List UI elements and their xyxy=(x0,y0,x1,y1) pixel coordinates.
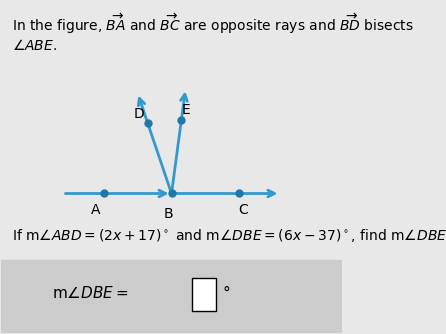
Text: °: ° xyxy=(223,285,230,300)
Text: If m$\angle ABD=(2x+17)^\circ$ and m$\angle DBE=(6x-37)^\circ$, find m$\angle DB: If m$\angle ABD=(2x+17)^\circ$ and m$\an… xyxy=(12,227,446,243)
Text: In the figure, $\overrightarrow{BA}$ and $\overrightarrow{BC}$ are opposite rays: In the figure, $\overrightarrow{BA}$ and… xyxy=(12,11,413,53)
Bar xyxy=(192,278,216,311)
Text: A: A xyxy=(91,203,100,217)
Bar xyxy=(1,260,342,333)
Text: C: C xyxy=(239,203,248,217)
Text: B: B xyxy=(163,207,173,221)
Text: E: E xyxy=(181,104,190,118)
Text: m$\angle DBE=$: m$\angle DBE=$ xyxy=(53,285,129,301)
Text: D: D xyxy=(134,107,145,121)
